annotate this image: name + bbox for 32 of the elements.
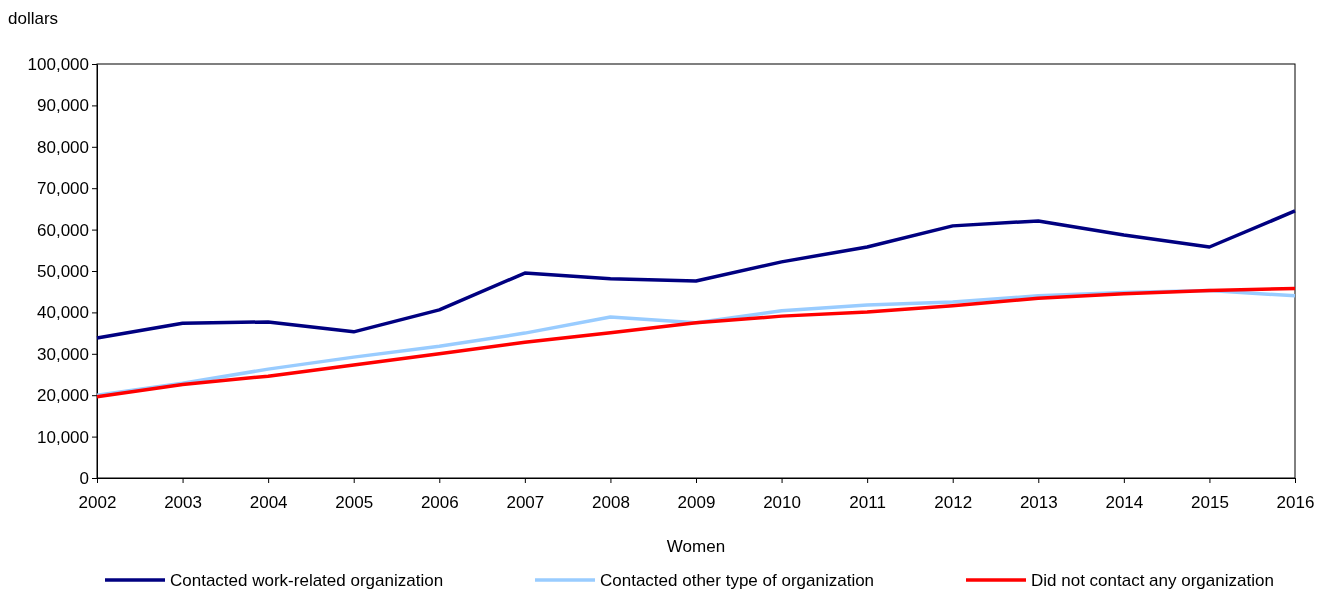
y-tick-label: 100,000 [27, 54, 89, 74]
y-tick-label: 60,000 [37, 220, 89, 240]
x-tick-label: 2015 [1191, 493, 1229, 513]
line-series [95, 209, 1297, 340]
x-tick-label: 2013 [1019, 493, 1058, 513]
y-tick-label: 30,000 [37, 344, 89, 364]
x-tick-label: 2011 [849, 493, 886, 513]
x-tick-label: 2006 [420, 493, 459, 513]
x-tick-label: 2012 [934, 493, 973, 513]
y-tick-label: 20,000 [37, 386, 89, 406]
x-tick-label: 2008 [592, 493, 630, 513]
legend-label: Contacted other type of organization [600, 571, 875, 590]
y-tick-label: 70,000 [37, 179, 89, 199]
x-axis-title: Women [666, 537, 726, 556]
y-axis-title: dollars [8, 9, 59, 28]
x-tick-label: 2002 [78, 493, 117, 513]
x-tick-label: 2007 [506, 493, 545, 513]
y-tick-label: 10,000 [37, 427, 89, 447]
x-tick-label: 2016 [1276, 493, 1315, 513]
y-tick-label: 0 [79, 468, 89, 488]
y-tick-label: 90,000 [37, 96, 89, 116]
x-tick-label: 2009 [677, 493, 716, 513]
legend-label: Contacted work-related organization [170, 571, 444, 590]
x-tick-label: 2010 [763, 493, 801, 513]
y-tick-label: 50,000 [37, 261, 89, 281]
x-tick-label: 2004 [249, 493, 288, 513]
x-tick-label: 2014 [1105, 493, 1144, 513]
y-tick-label: 40,000 [37, 303, 89, 323]
legend-label: Did not contact any organization [1031, 571, 1274, 590]
x-tick-label: 2005 [335, 493, 374, 513]
y-tick-label: 80,000 [37, 137, 89, 157]
x-tick-label: 2003 [164, 493, 202, 513]
